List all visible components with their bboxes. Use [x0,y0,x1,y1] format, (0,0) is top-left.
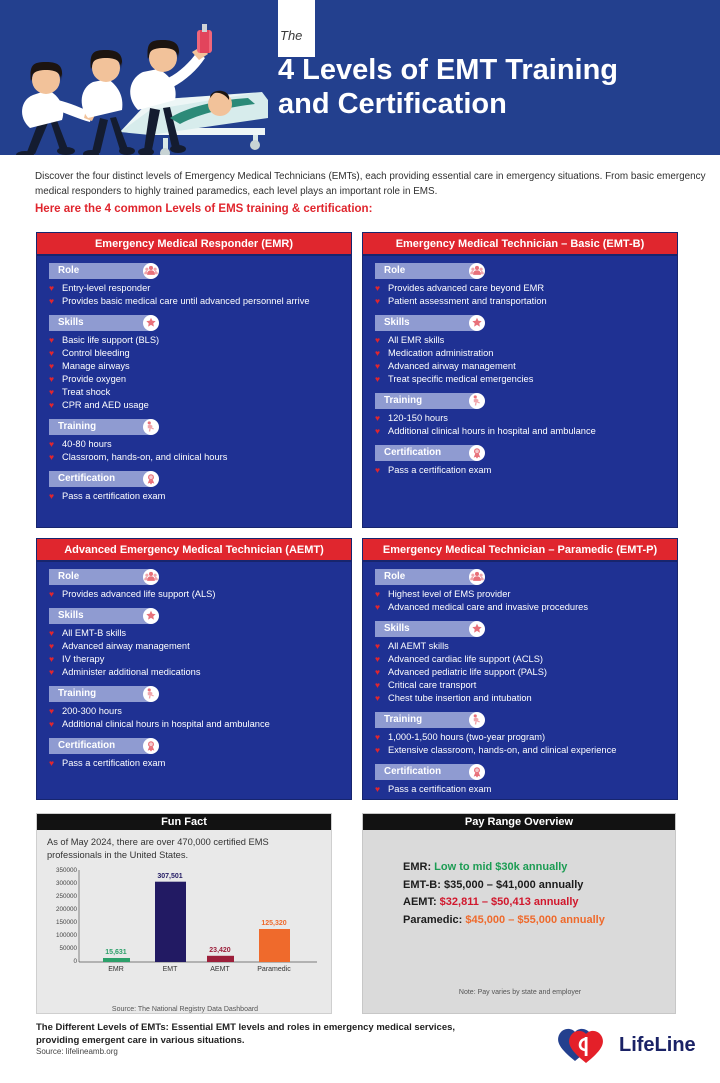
svg-text:200000: 200000 [56,906,78,913]
svg-text:23,420: 23,420 [209,947,231,954]
svg-text:300000: 300000 [56,880,78,887]
svg-text:Paramedic: Paramedic [257,966,291,973]
svg-text:EMT: EMT [163,966,179,973]
svg-text:50000: 50000 [59,945,77,952]
svg-text:EMR: EMR [108,966,124,973]
svg-text:150000: 150000 [56,919,78,926]
svg-text:15,631: 15,631 [105,949,127,956]
svg-text:100000: 100000 [56,932,78,939]
svg-text:LifeLine: LifeLine [619,1034,696,1056]
svg-text:350000: 350000 [56,867,78,874]
svg-text:307,501: 307,501 [157,873,182,880]
svg-text:125,320: 125,320 [261,920,286,927]
svg-text:AEMT: AEMT [210,966,230,973]
svg-text:250000: 250000 [56,893,78,900]
svg-text:0: 0 [73,958,77,965]
